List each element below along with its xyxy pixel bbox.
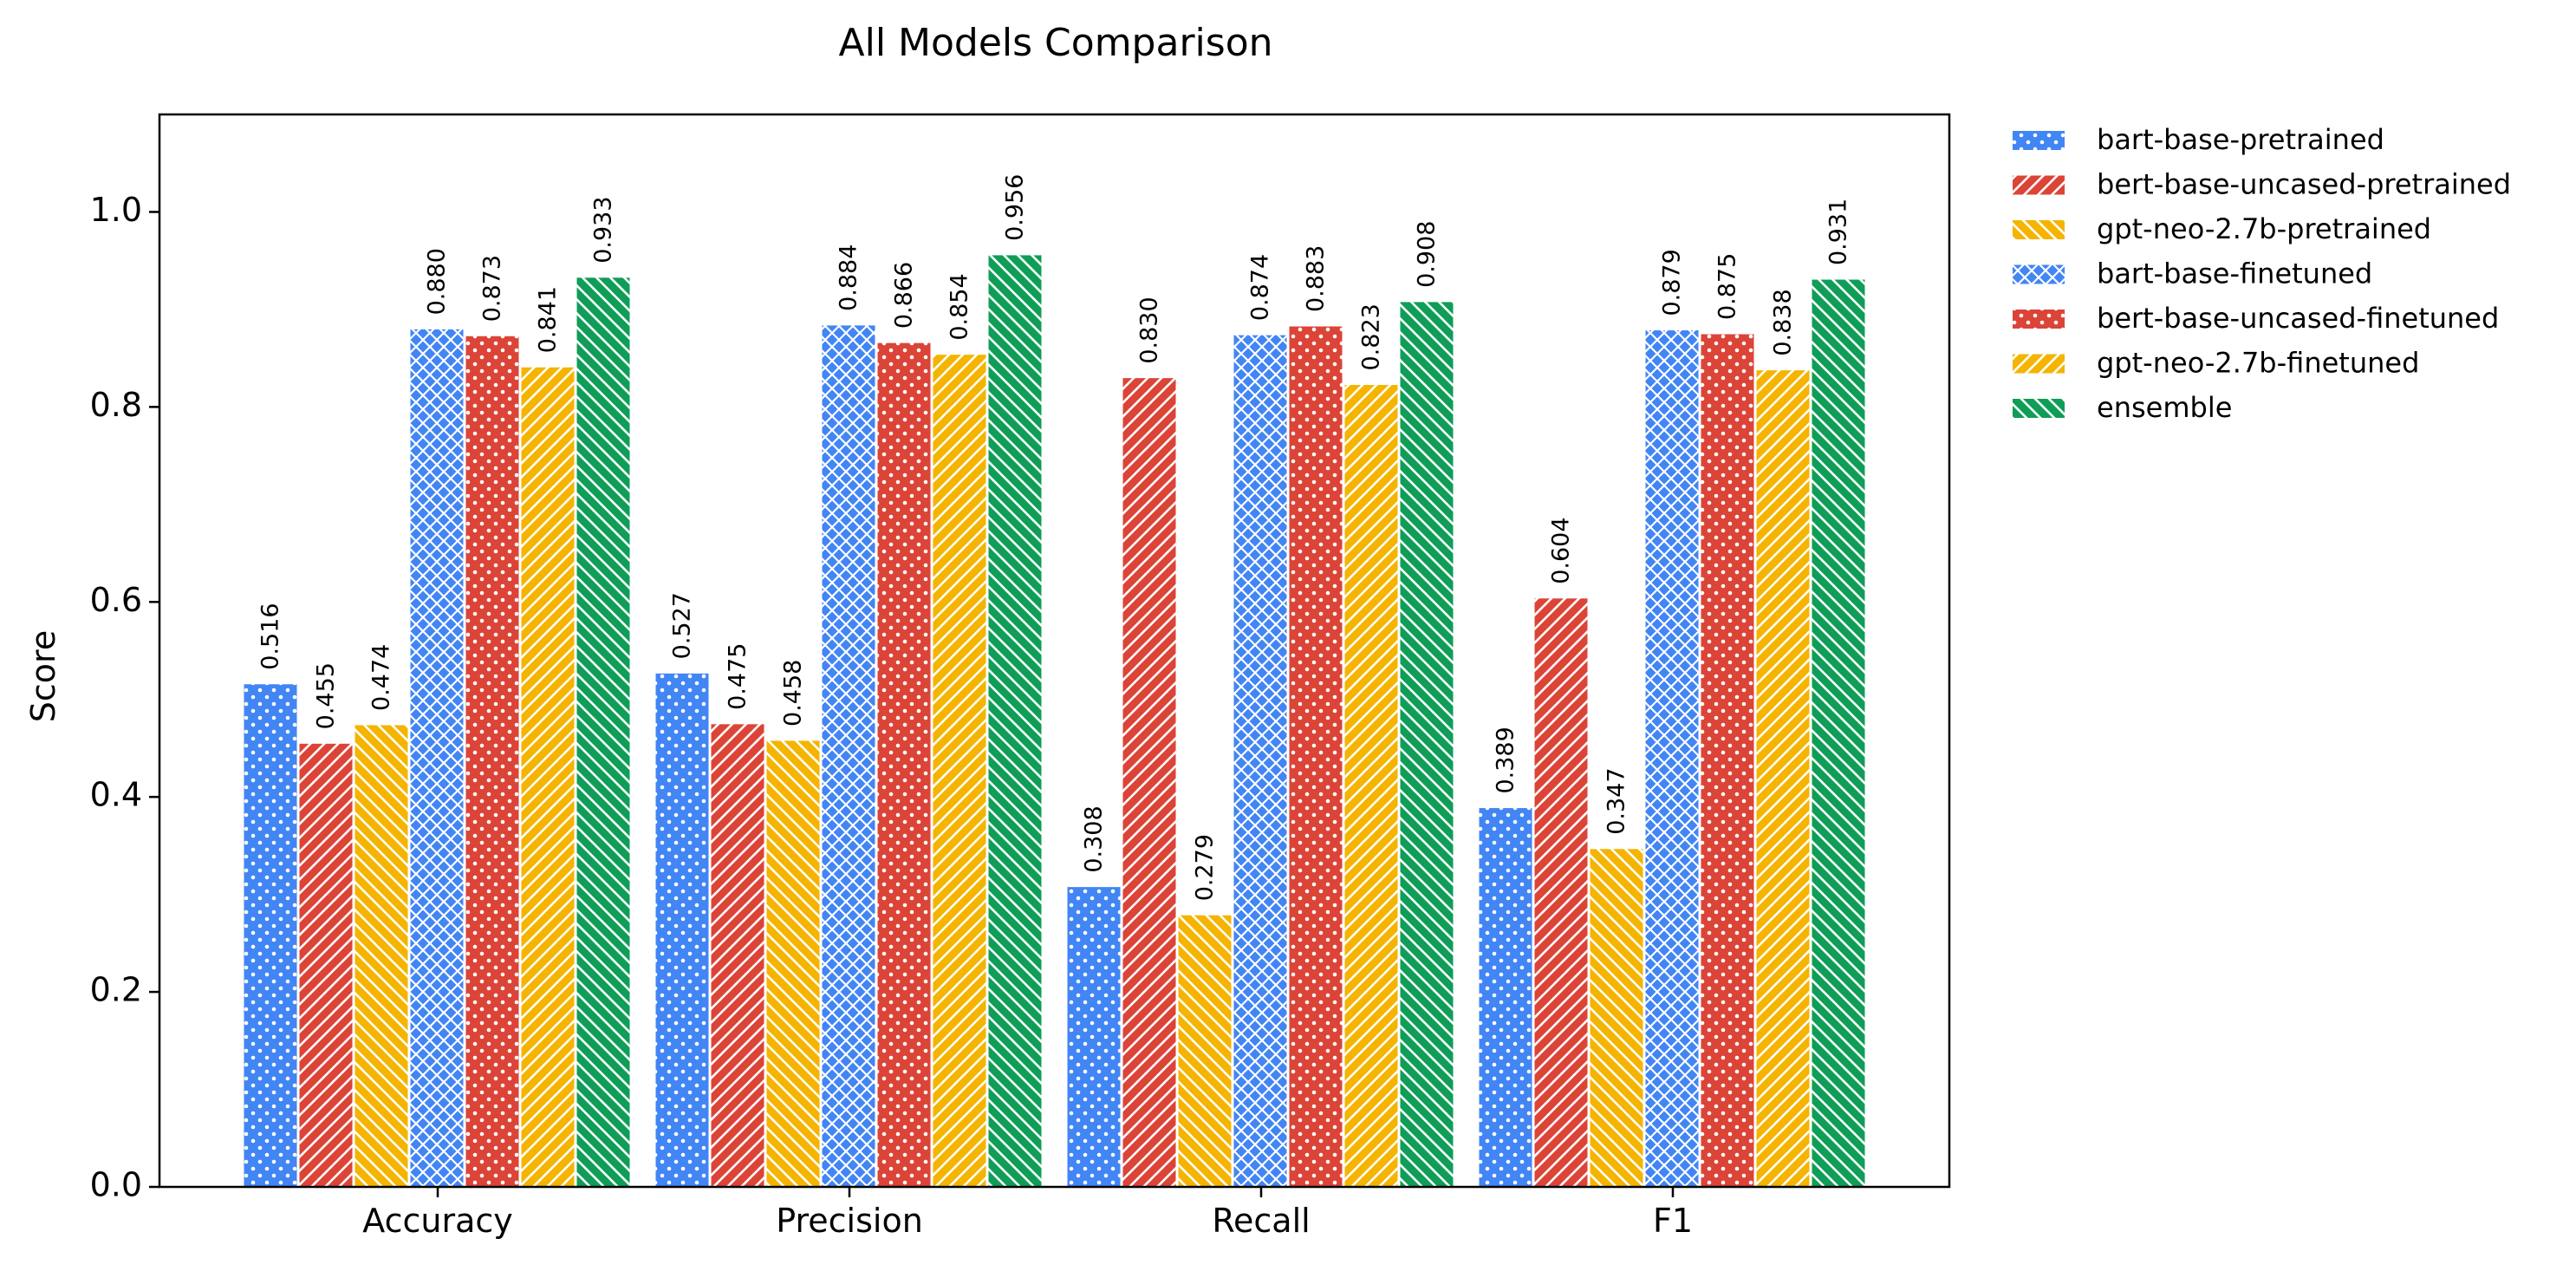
data-label-bart-base-finetuned-f1: 0.879 [1659, 249, 1686, 316]
data-label-ensemble-recall: 0.908 [1414, 221, 1441, 288]
legend-label-bert-base-uncased-pretrained: bert-base-uncased-pretrained [2097, 168, 2511, 201]
legend-swatch-gpt-neo-2-7b-pretrained [2013, 220, 2065, 239]
data-label-bert-base-uncased-pretrained-f1: 0.604 [1548, 517, 1575, 583]
data-label-gpt-neo-2-7b-pretrained-precision: 0.458 [780, 660, 807, 727]
bar-gpt-neo-2-7b-finetuned-accuracy [520, 366, 576, 1188]
bar-bert-base-uncased-finetuned-accuracy [465, 335, 520, 1188]
bar-ensemble-precision [987, 254, 1043, 1188]
data-label-bert-base-uncased-finetuned-precision: 0.866 [891, 262, 918, 329]
legend-swatch-bert-base-uncased-pretrained [2013, 175, 2065, 195]
data-label-ensemble-accuracy: 0.933 [590, 197, 617, 264]
y-tick-label: 0.4 [90, 776, 142, 814]
chart-title: All Models Comparison [839, 21, 1273, 65]
bar-gpt-neo-2-7b-finetuned-recall [1343, 383, 1399, 1188]
data-label-bert-base-uncased-pretrained-precision: 0.475 [725, 643, 751, 710]
data-label-bert-base-uncased-pretrained-accuracy: 0.455 [313, 662, 340, 729]
bar-gpt-neo-2-7b-pretrained-recall [1177, 914, 1233, 1188]
bar-bart-base-finetuned-precision [821, 324, 876, 1188]
bar-ensemble-f1 [1811, 278, 1866, 1188]
bar-gpt-neo-2-7b-pretrained-f1 [1589, 848, 1644, 1188]
legend-swatch-ensemble [2013, 399, 2065, 418]
legend-swatch-bart-base-pretrained [2013, 131, 2065, 150]
bar-bert-base-uncased-finetuned-precision [876, 342, 932, 1188]
x-tick-label-precision: Precision [776, 1202, 923, 1240]
y-tick-label: 0.8 [90, 386, 142, 424]
data-label-gpt-neo-2-7b-finetuned-f1: 0.838 [1770, 289, 1797, 355]
data-label-ensemble-f1: 0.931 [1825, 199, 1852, 265]
legend-swatch-bart-base-finetuned [2013, 264, 2065, 284]
y-axis-label: Score [24, 630, 62, 722]
data-label-gpt-neo-2-7b-pretrained-recall: 0.279 [1192, 834, 1219, 901]
x-tick-label-f1: F1 [1653, 1202, 1693, 1240]
bar-gpt-neo-2-7b-pretrained-accuracy [354, 724, 409, 1188]
data-label-bert-base-uncased-finetuned-recall: 0.883 [1303, 245, 1330, 312]
legend-label-bart-base-finetuned: bart-base-finetuned [2097, 257, 2372, 290]
plot-area: 0.516 0.527 0.308 0.389 0.455 0.475 0.830 0.604… [90, 113, 1951, 1240]
data-label-bert-base-uncased-pretrained-recall: 0.830 [1136, 297, 1163, 363]
bar-bart-base-finetuned-f1 [1644, 329, 1700, 1188]
x-tick-label-accuracy: Accuracy [362, 1202, 513, 1240]
data-label-bart-base-finetuned-precision: 0.884 [836, 244, 862, 311]
bar-bert-base-uncased-pretrained-recall [1122, 377, 1177, 1188]
bar-bert-base-uncased-finetuned-recall [1288, 325, 1343, 1188]
bar-gpt-neo-2-7b-finetuned-precision [932, 354, 987, 1188]
data-label-gpt-neo-2-7b-finetuned-recall: 0.823 [1358, 303, 1385, 370]
x-tick-label-recall: Recall [1212, 1202, 1310, 1240]
legend-swatch-bert-base-uncased-finetuned [2013, 310, 2065, 329]
bar-bert-base-uncased-pretrained-precision [710, 723, 765, 1188]
data-label-bart-base-finetuned-accuracy: 0.880 [424, 248, 451, 315]
bar-bart-base-pretrained-recall [1066, 886, 1122, 1188]
data-label-bart-base-pretrained-accuracy: 0.516 [257, 603, 284, 669]
legend-label-ensemble: ensemble [2097, 391, 2232, 424]
data-label-gpt-neo-2-7b-pretrained-f1: 0.347 [1603, 767, 1630, 834]
y-tick-label: 0.0 [90, 1166, 142, 1204]
bar-bart-base-finetuned-recall [1233, 334, 1288, 1188]
y-tick-label: 0.6 [90, 581, 142, 619]
bar-bart-base-pretrained-precision [654, 672, 710, 1188]
data-label-bart-base-finetuned-recall: 0.874 [1247, 254, 1274, 321]
bar-bert-base-uncased-finetuned-f1 [1700, 333, 1755, 1188]
bar-bert-base-uncased-pretrained-accuracy [298, 742, 354, 1188]
data-label-bart-base-pretrained-recall: 0.308 [1081, 805, 1108, 872]
bar-bart-base-pretrained-accuracy [243, 683, 298, 1188]
legend-label-gpt-neo-2-7b-finetuned: gpt-neo-2.7b-finetuned [2097, 347, 2419, 380]
bar-gpt-neo-2-7b-finetuned-f1 [1755, 369, 1811, 1188]
legend-label-bart-base-pretrained: bart-base-pretrained [2097, 123, 2384, 156]
bar-bart-base-pretrained-f1 [1478, 807, 1533, 1188]
bar-ensemble-recall [1399, 301, 1454, 1188]
data-label-ensemble-precision: 0.956 [1002, 174, 1029, 241]
legend: bart-base-pretrained bert-base-uncased-pr… [2013, 123, 2511, 424]
y-tick-label: 0.2 [90, 971, 142, 1009]
data-label-gpt-neo-2-7b-pretrained-accuracy: 0.474 [368, 644, 395, 711]
legend-label-bert-base-uncased-finetuned: bert-base-uncased-finetuned [2097, 302, 2499, 335]
data-label-bart-base-pretrained-f1: 0.389 [1493, 727, 1519, 793]
legend-swatch-gpt-neo-2-7b-finetuned [2013, 354, 2065, 374]
bar-bert-base-uncased-pretrained-f1 [1533, 597, 1589, 1188]
data-label-bart-base-pretrained-precision: 0.527 [669, 592, 696, 659]
bar-ensemble-accuracy [576, 277, 631, 1188]
data-label-gpt-neo-2-7b-finetuned-accuracy: 0.841 [535, 286, 562, 353]
y-tick-label: 1.0 [90, 191, 142, 229]
legend-label-gpt-neo-2-7b-pretrained: gpt-neo-2.7b-pretrained [2097, 212, 2431, 245]
data-label-bert-base-uncased-finetuned-f1: 0.875 [1714, 253, 1741, 320]
data-label-gpt-neo-2-7b-finetuned-precision: 0.854 [946, 273, 973, 340]
plot-frame [158, 113, 1951, 1189]
data-label-bert-base-uncased-finetuned-accuracy: 0.873 [479, 255, 506, 322]
bar-gpt-neo-2-7b-pretrained-precision [765, 740, 821, 1188]
bar-bart-base-finetuned-accuracy [409, 328, 465, 1188]
